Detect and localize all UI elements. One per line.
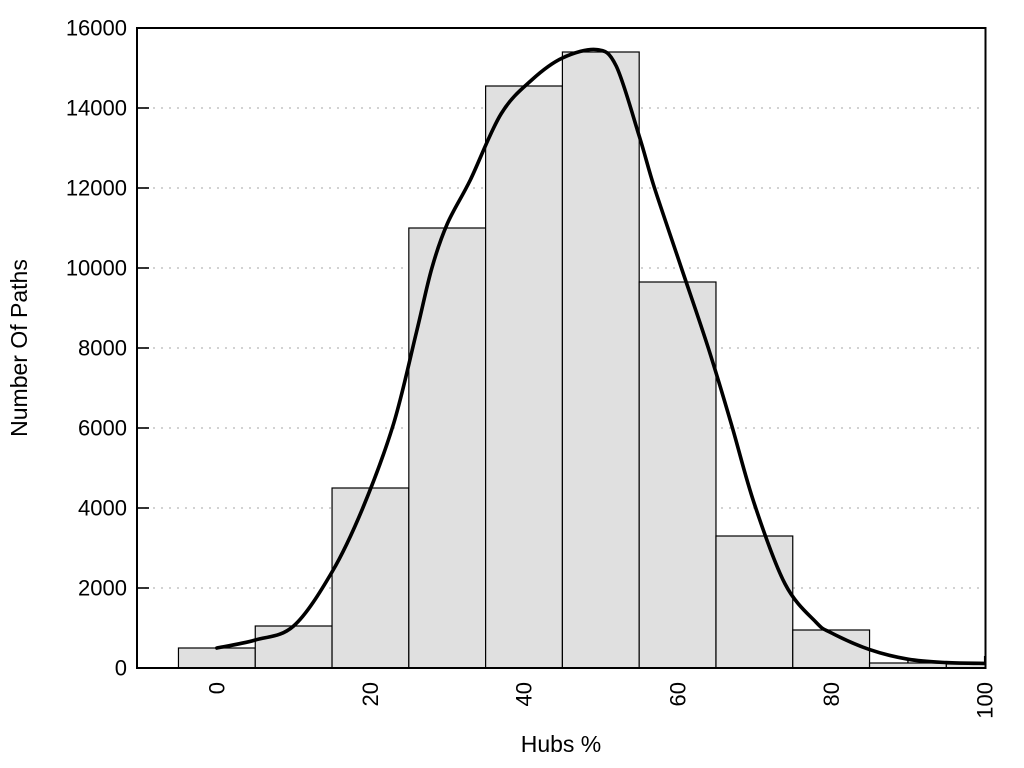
y-tick-label: 6000	[78, 416, 127, 441]
y-tick-label: 8000	[78, 336, 127, 361]
x-tick-label: 20	[358, 682, 383, 706]
histogram-bars	[177, 51, 987, 669]
density-curve	[215, 47, 987, 666]
histogram-bar	[408, 227, 487, 669]
histogram-bar	[792, 629, 871, 669]
x-tick-label: 60	[665, 682, 690, 706]
y-tick-label: 4000	[78, 496, 127, 521]
x-axis-title: Hubs %	[521, 731, 602, 757]
y-tick-label: 12000	[66, 176, 127, 201]
tick-label-layer: 0 2000 4000 6000 8000 10000 12000 14000 16000 0 20…	[66, 16, 998, 719]
x-tick-label: 80	[819, 682, 844, 706]
y-tick-label: 2000	[78, 576, 127, 601]
histogram-bar	[177, 647, 256, 669]
y-tick-label: 16000	[66, 16, 127, 41]
histogram-bar	[485, 85, 564, 669]
y-tick-label: 14000	[66, 96, 127, 121]
histogram-bar	[561, 51, 640, 669]
x-tick-label: 100	[972, 682, 997, 719]
plot-frame	[136, 27, 987, 669]
y-tick-label: 0	[115, 656, 127, 681]
histogram-bar	[331, 487, 410, 669]
y-axis-title: Number Of Paths	[6, 259, 32, 437]
histogram-bar	[715, 535, 794, 669]
y-tick-label: 10000	[66, 256, 127, 281]
histogram-bar	[638, 281, 717, 669]
x-tick-label: 40	[512, 682, 537, 706]
histogram-bar	[254, 625, 333, 669]
x-tick-label: 0	[205, 682, 230, 694]
